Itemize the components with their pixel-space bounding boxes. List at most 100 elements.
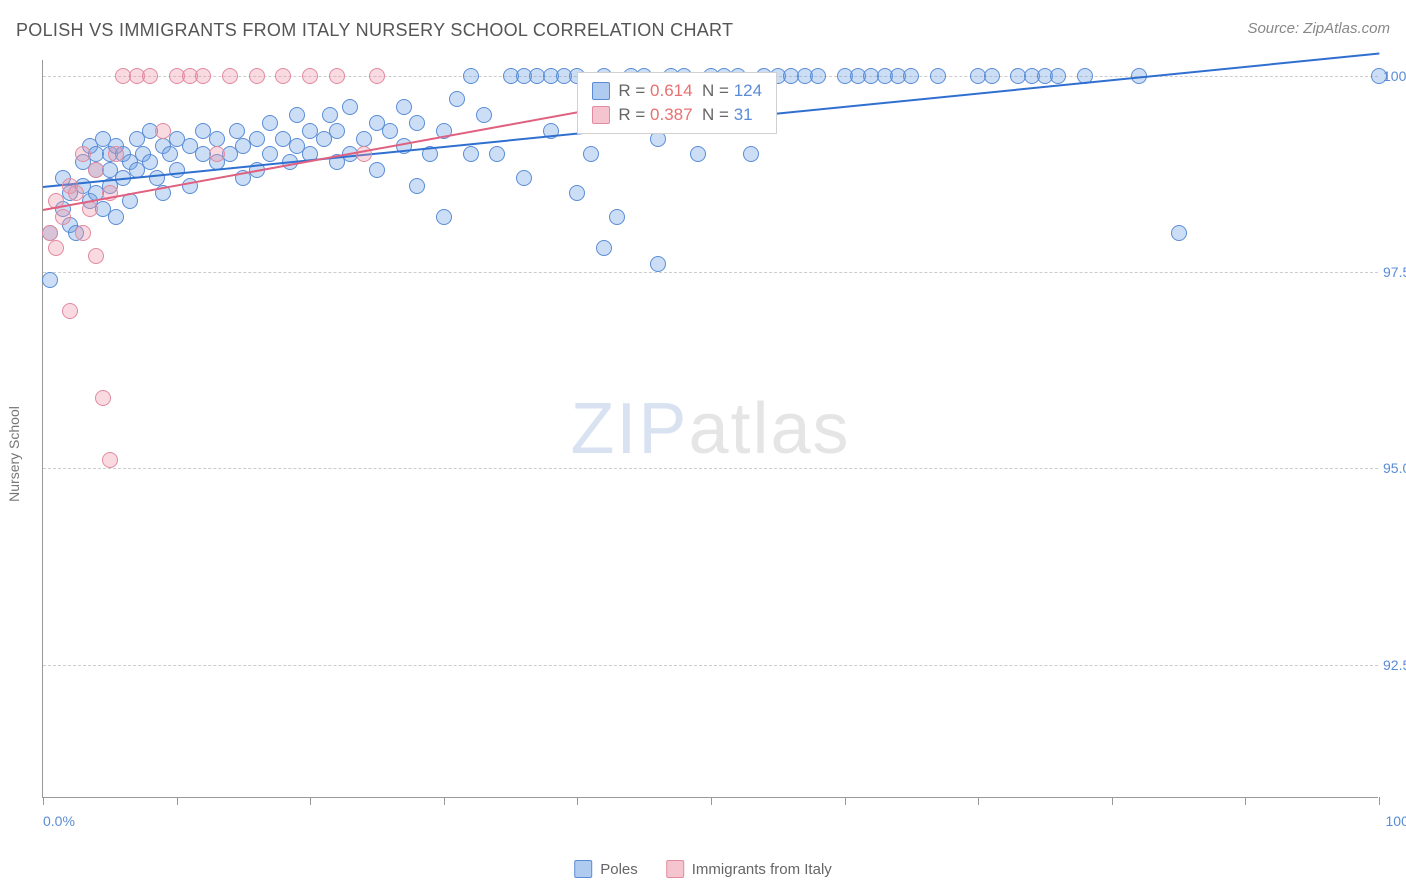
data-point xyxy=(88,248,104,264)
swatch-icon xyxy=(592,106,610,124)
data-point xyxy=(142,68,158,84)
data-point xyxy=(48,240,64,256)
data-point xyxy=(169,162,185,178)
data-point xyxy=(903,68,919,84)
data-point xyxy=(102,452,118,468)
x-tick xyxy=(711,797,712,805)
data-point xyxy=(75,225,91,241)
data-point xyxy=(382,123,398,139)
data-point xyxy=(222,68,238,84)
legend-label: Immigrants from Italy xyxy=(692,861,832,878)
x-tick xyxy=(978,797,979,805)
x-tick xyxy=(43,797,44,805)
stats-row: R = 0.614 N = 124 xyxy=(592,79,762,103)
data-point xyxy=(149,170,165,186)
data-point xyxy=(463,146,479,162)
chart-title: POLISH VS IMMIGRANTS FROM ITALY NURSERY … xyxy=(16,20,733,41)
stats-box: R = 0.614 N = 124R = 0.387 N = 31 xyxy=(577,72,777,134)
data-point xyxy=(162,146,178,162)
x-tick xyxy=(1245,797,1246,805)
data-point xyxy=(1371,68,1387,84)
y-tick-label: 95.0% xyxy=(1383,460,1406,476)
data-point xyxy=(1050,68,1066,84)
gridline xyxy=(43,468,1378,469)
x-tick xyxy=(577,797,578,805)
data-point xyxy=(409,115,425,131)
data-point xyxy=(209,146,225,162)
gridline xyxy=(43,272,1378,273)
data-point xyxy=(984,68,1000,84)
data-point xyxy=(249,131,265,147)
data-point xyxy=(42,225,58,241)
data-point xyxy=(476,107,492,123)
y-tick-label: 97.5% xyxy=(1383,264,1406,280)
data-point xyxy=(409,178,425,194)
data-point xyxy=(743,146,759,162)
data-point xyxy=(690,146,706,162)
x-tick xyxy=(444,797,445,805)
data-point xyxy=(449,91,465,107)
chart-source: Source: ZipAtlas.com xyxy=(1247,20,1390,37)
data-point xyxy=(369,162,385,178)
data-point xyxy=(810,68,826,84)
y-axis-label: Nursery School xyxy=(6,406,22,502)
legend-item: Poles xyxy=(574,860,638,878)
x-tick xyxy=(177,797,178,805)
watermark: ZIPatlas xyxy=(570,388,850,470)
data-point xyxy=(463,68,479,84)
data-point xyxy=(569,185,585,201)
data-point xyxy=(262,146,278,162)
swatch-icon xyxy=(574,860,592,878)
data-point xyxy=(369,68,385,84)
data-point xyxy=(68,185,84,201)
data-point xyxy=(108,209,124,225)
data-point xyxy=(209,131,225,147)
chart-header: POLISH VS IMMIGRANTS FROM ITALY NURSERY … xyxy=(0,0,1406,53)
data-point xyxy=(155,123,171,139)
data-point xyxy=(342,99,358,115)
data-point xyxy=(436,209,452,225)
data-point xyxy=(88,162,104,178)
data-point xyxy=(42,272,58,288)
data-point xyxy=(322,107,338,123)
bottom-legend: Poles Immigrants from Italy xyxy=(574,860,832,878)
swatch-icon xyxy=(592,82,610,100)
x-tick-label: 0.0% xyxy=(43,813,75,829)
gridline xyxy=(43,665,1378,666)
data-point xyxy=(583,146,599,162)
y-tick-label: 92.5% xyxy=(1383,657,1406,673)
data-point xyxy=(55,209,71,225)
legend-item: Immigrants from Italy xyxy=(666,860,832,878)
data-point xyxy=(930,68,946,84)
data-point xyxy=(62,303,78,319)
data-point xyxy=(489,146,505,162)
x-tick-label: 100.0% xyxy=(1386,813,1406,829)
data-point xyxy=(596,240,612,256)
legend-label: Poles xyxy=(600,861,638,878)
swatch-icon xyxy=(666,860,684,878)
data-point xyxy=(609,209,625,225)
x-tick xyxy=(845,797,846,805)
data-point xyxy=(95,390,111,406)
data-point xyxy=(108,146,124,162)
x-tick xyxy=(1379,797,1380,805)
data-point xyxy=(82,201,98,217)
data-point xyxy=(195,68,211,84)
watermark-right: atlas xyxy=(688,389,850,469)
data-point xyxy=(289,107,305,123)
stats-text: R = 0.614 N = 124 xyxy=(618,81,762,101)
data-point xyxy=(249,68,265,84)
data-point xyxy=(329,68,345,84)
stats-row: R = 0.387 N = 31 xyxy=(592,103,762,127)
x-tick xyxy=(310,797,311,805)
data-point xyxy=(516,170,532,186)
data-point xyxy=(396,99,412,115)
data-point xyxy=(229,123,245,139)
data-point xyxy=(262,115,278,131)
data-point xyxy=(650,256,666,272)
scatter-plot: ZIPatlas 92.5%95.0%97.5%100.0%0.0%100.0%… xyxy=(42,60,1378,798)
data-point xyxy=(302,68,318,84)
x-tick xyxy=(1112,797,1113,805)
data-point xyxy=(356,131,372,147)
data-point xyxy=(275,68,291,84)
